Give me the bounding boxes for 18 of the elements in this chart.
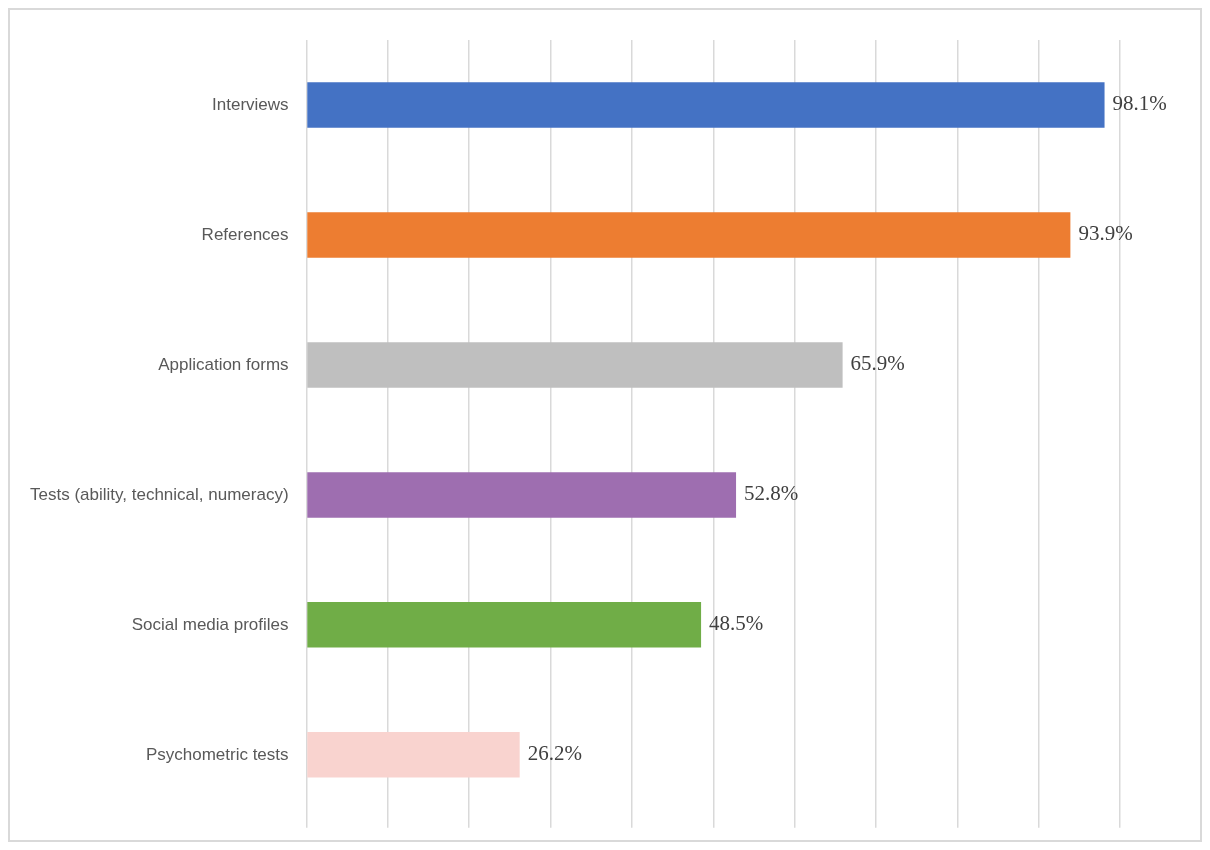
bar: [307, 212, 1071, 258]
y-tick-label: References: [201, 224, 289, 244]
y-tick-label: Interviews: [212, 94, 289, 114]
data-label: 98.1%: [1112, 91, 1167, 116]
y-tick-label: Application forms: [158, 354, 289, 374]
data-label: 65.9%: [850, 351, 905, 376]
y-tick-label: Psychometric tests: [145, 744, 289, 764]
data-label: 52.8%: [744, 481, 799, 506]
y-tick-label: Tests (ability, technical, numeracy): [29, 484, 289, 504]
bar: [307, 82, 1105, 128]
bar: [307, 602, 702, 648]
bar: [307, 472, 737, 518]
data-label: 93.9%: [1078, 221, 1133, 246]
y-tick-label: Social media profiles: [131, 614, 289, 634]
data-label: 48.5%: [709, 611, 764, 636]
bar: [307, 732, 520, 778]
data-label: 26.2%: [527, 741, 582, 766]
bar: [307, 342, 843, 388]
